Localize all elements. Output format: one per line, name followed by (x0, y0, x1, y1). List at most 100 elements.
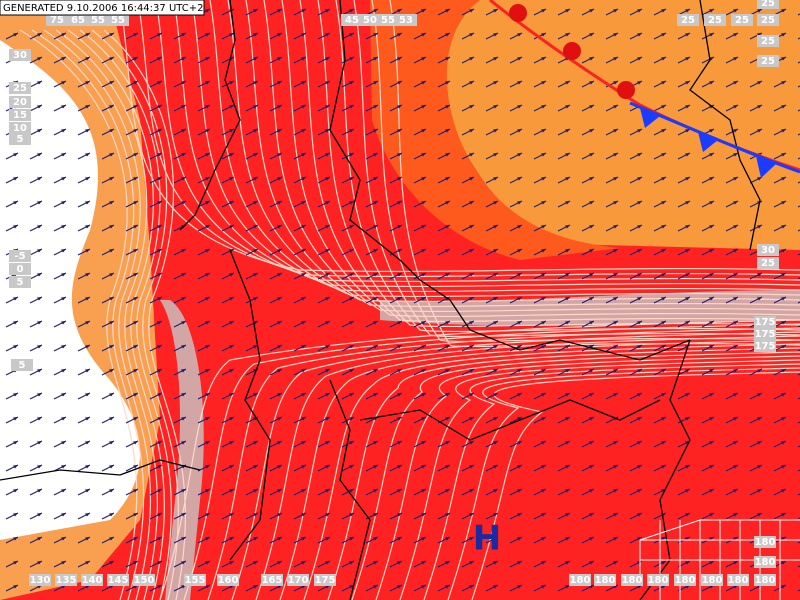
label-box (9, 82, 31, 94)
front-symbol (640, 108, 660, 128)
front-symbol (698, 132, 718, 152)
contour-label: 55 (381, 15, 395, 26)
label-box (757, 55, 779, 67)
label-box (9, 133, 31, 145)
front-symbol (509, 4, 527, 22)
contour-label: 25 (735, 15, 749, 26)
warm-front-symbols (509, 4, 635, 99)
label-box (9, 250, 31, 262)
contour-label: 150 (134, 575, 155, 586)
label-box (757, 0, 779, 9)
contour-label: 25 (681, 15, 695, 26)
label-box (621, 574, 643, 586)
label-box (754, 556, 776, 568)
label-box (9, 49, 31, 61)
label-box (757, 257, 779, 269)
label-box (11, 359, 33, 371)
border (329, 379, 371, 600)
contour-label: 15 (13, 110, 27, 121)
label-box (674, 574, 696, 586)
contour-label: 180 (595, 575, 616, 586)
label-box (9, 109, 31, 121)
contour-label: 175 (755, 329, 776, 340)
contour-label: 0 (17, 264, 24, 275)
border (329, 0, 691, 361)
contour-label: 5 (17, 277, 24, 288)
label-box (701, 574, 723, 586)
label-box (107, 574, 129, 586)
contour-label: 180 (622, 575, 643, 586)
contour-label: 180 (755, 537, 776, 548)
border (639, 339, 691, 600)
contour-label: 55 (111, 15, 125, 26)
label-box (55, 574, 77, 586)
label-box (133, 574, 155, 586)
label-box (757, 14, 779, 26)
contour-label: 170 (288, 575, 309, 586)
contour-label: 135 (56, 575, 77, 586)
contour-label: 175 (315, 575, 336, 586)
label-box (647, 574, 669, 586)
label-box (754, 316, 776, 328)
border (0, 459, 201, 481)
contour-label: 65 (71, 15, 85, 26)
front-symbol (756, 156, 776, 178)
contour-label: 145 (108, 575, 129, 586)
border (179, 0, 241, 231)
contour-label: 25 (761, 56, 775, 67)
label-box (67, 14, 89, 26)
contour-label: 55 (91, 15, 105, 26)
contour-label: 175 (755, 317, 776, 328)
contour-label: 180 (702, 575, 723, 586)
label-box (677, 14, 699, 26)
label-box (87, 14, 109, 26)
contour-label: 53 (399, 15, 413, 26)
contour-label: 45 (345, 15, 359, 26)
front-symbol (563, 42, 581, 60)
label-box (704, 14, 726, 26)
contour-label: 25 (708, 15, 722, 26)
label-box (754, 340, 776, 352)
label-box (569, 574, 591, 586)
label-box (9, 276, 31, 288)
contour-label: 25 (761, 15, 775, 26)
pressure-center: H (473, 519, 501, 559)
label-box (9, 96, 31, 108)
contour-label: -5 (14, 251, 25, 262)
contour-label: 175 (755, 341, 776, 352)
label-box (261, 574, 283, 586)
borders (0, 0, 761, 600)
label-box (287, 574, 309, 586)
contour-label: 180 (648, 575, 669, 586)
contour-label: 5 (19, 360, 26, 371)
contour-label: 20 (13, 97, 27, 108)
front-symbol (617, 81, 635, 99)
contour-label: 160 (218, 575, 239, 586)
contour-label: 25 (761, 36, 775, 47)
label-box (377, 14, 399, 26)
border (689, 0, 761, 251)
label-box (727, 574, 749, 586)
contour-label: 180 (675, 575, 696, 586)
contour-labels: 75 65 55 55 45 50 55 53 25 25 25 252525253025201510… (9, 0, 779, 586)
contour-label: 50 (363, 15, 377, 26)
contour-label: 180 (755, 557, 776, 568)
contour-label: 140 (82, 575, 103, 586)
contour-label: 25 (13, 83, 27, 94)
contour-label: 180 (728, 575, 749, 586)
contour-label: 25 (761, 258, 775, 269)
contour-label: 165 (262, 575, 283, 586)
label-box (9, 122, 31, 134)
contour-label: 155 (185, 575, 206, 586)
header-box (0, 0, 205, 16)
cold-front (629, 101, 800, 174)
label-box (359, 14, 381, 26)
label-box (46, 14, 68, 26)
contour-label: 75 (50, 15, 64, 26)
cold-front-symbols (640, 108, 776, 178)
label-box (754, 328, 776, 340)
label-box (217, 574, 239, 586)
